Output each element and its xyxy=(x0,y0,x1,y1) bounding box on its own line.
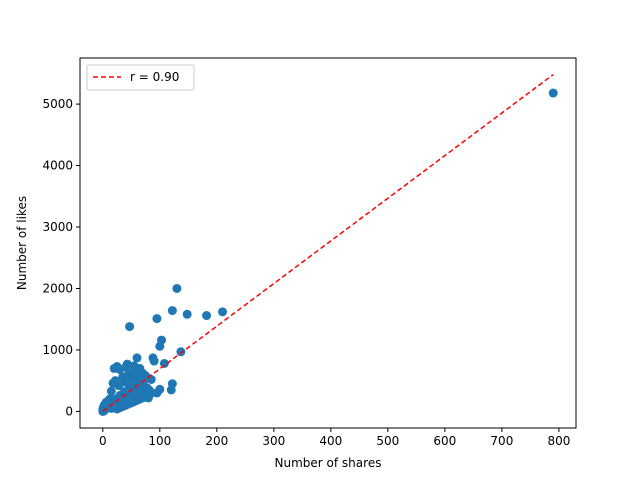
y-axis-label: Number of likes xyxy=(15,196,29,290)
data-point xyxy=(167,306,177,316)
fit-line-layer xyxy=(102,73,554,413)
data-point xyxy=(125,322,135,332)
data-point xyxy=(155,341,165,351)
data-point xyxy=(176,347,186,357)
data-point xyxy=(167,379,177,389)
fit-line xyxy=(102,73,554,413)
x-tick-label: 400 xyxy=(319,434,342,448)
data-point xyxy=(202,311,212,321)
plot-frame xyxy=(79,57,577,429)
x-tick-label: 600 xyxy=(433,434,456,448)
data-point xyxy=(149,356,159,366)
data-point xyxy=(106,386,116,396)
data-point xyxy=(152,314,162,324)
legend: r = 0.90 xyxy=(86,64,195,91)
y-tick-label: 2000 xyxy=(42,281,73,295)
data-point xyxy=(172,283,182,293)
legend-box xyxy=(86,64,195,91)
legend-label: r = 0.90 xyxy=(130,70,179,84)
data-point xyxy=(147,388,157,398)
x-tick-label: 300 xyxy=(262,434,285,448)
data-point xyxy=(159,358,169,368)
y-tick-label: 3000 xyxy=(42,220,73,234)
data-point xyxy=(122,395,132,405)
y-axis-ticks: 0 1000 2000 3000 4000 5000 xyxy=(42,97,80,418)
x-tick-label: 0 xyxy=(99,434,107,448)
x-axis-ticks: 0 100 200 300 400 500 600 700 800 xyxy=(99,428,570,448)
y-tick-label: 4000 xyxy=(42,159,73,173)
data-point xyxy=(182,309,192,319)
y-tick-label: 0 xyxy=(65,404,73,418)
x-axis-label: Number of shares xyxy=(275,456,382,470)
data-point xyxy=(548,88,558,98)
x-tick-label: 800 xyxy=(547,434,570,448)
x-tick-label: 100 xyxy=(148,434,171,448)
y-tick-label: 5000 xyxy=(42,97,73,111)
data-point xyxy=(119,377,129,387)
x-tick-label: 200 xyxy=(205,434,228,448)
data-point xyxy=(146,374,156,384)
x-tick-label: 500 xyxy=(376,434,399,448)
y-tick-label: 1000 xyxy=(42,343,73,357)
data-point xyxy=(121,362,131,372)
data-point xyxy=(132,353,142,363)
data-point xyxy=(155,384,165,394)
data-point xyxy=(218,307,228,317)
data-point xyxy=(133,388,143,398)
points-layer xyxy=(98,88,558,416)
x-tick-label: 700 xyxy=(490,434,513,448)
